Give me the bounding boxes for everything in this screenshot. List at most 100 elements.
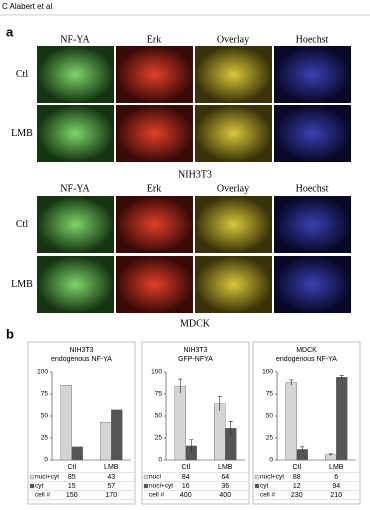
panel-label: b — [6, 326, 14, 341]
column-label: NF-YA — [60, 34, 90, 45]
micrograph — [116, 196, 193, 253]
table-cell: 64 — [221, 474, 229, 481]
y-tick-label: 100 — [37, 369, 48, 376]
bar — [60, 385, 72, 461]
micrograph — [195, 46, 272, 103]
chart-subtitle: endogenous NF-YA — [276, 356, 337, 363]
chart-subtitle: endogenous NF-YA — [51, 356, 112, 363]
x-tick-label: LMB — [329, 464, 344, 471]
table-cell: 85 — [68, 474, 76, 481]
running-header: C Alabert et al — [2, 2, 52, 11]
micrograph — [195, 256, 272, 313]
micrograph — [274, 105, 351, 162]
chart-title: MDCK — [296, 347, 317, 354]
table-cell: 12 — [293, 483, 301, 490]
row-label: Ctl — [16, 69, 28, 80]
chart-frame — [141, 341, 250, 505]
y-tick-label: 75 — [155, 391, 163, 398]
column-label: Overlay — [217, 183, 249, 194]
table-row-label: cell # — [260, 492, 276, 499]
micrograph — [37, 46, 114, 103]
error-bar — [339, 375, 344, 380]
table-cell: 230 — [291, 492, 303, 499]
error-bar — [228, 420, 233, 436]
column-label: Erk — [147, 34, 161, 45]
x-tick-label: LMB — [104, 464, 119, 471]
chart-title: NIH3T3 — [69, 347, 93, 354]
cell-line-caption: MDCK — [180, 318, 211, 329]
legend-label: nucl+cyt — [149, 483, 173, 490]
table-row-label: cell # — [35, 492, 51, 499]
column-label: Hoechst — [296, 34, 329, 45]
chart-title: NIH3T3 — [183, 347, 207, 354]
legend-swatch — [29, 474, 35, 480]
table-row-label: cell # — [149, 492, 165, 499]
x-tick-label: Ctl — [67, 464, 76, 471]
x-tick-label: Ctl — [181, 464, 190, 471]
table-cell: 6 — [334, 474, 338, 481]
y-tick-label: 75 — [41, 391, 49, 398]
column-label: Erk — [147, 183, 161, 194]
table-cell: 150 — [66, 492, 78, 499]
bar — [111, 409, 123, 461]
cell-line-caption: NIH3T3 — [178, 169, 212, 180]
micrograph — [37, 105, 114, 162]
legend-swatch — [254, 474, 260, 480]
chart-subtitle: GFP-NFYA — [178, 356, 213, 363]
micrograph — [274, 256, 351, 313]
row-label: Ctl — [16, 219, 28, 230]
y-tick-label: 50 — [155, 413, 163, 420]
micrograph — [195, 196, 272, 253]
chart-frame — [27, 341, 136, 505]
error-bar — [189, 439, 194, 453]
legend-label: nucl — [149, 474, 161, 481]
y-tick-label: 50 — [41, 413, 49, 420]
bar — [285, 382, 297, 461]
x-tick-label: Ctl — [292, 464, 301, 471]
table-cell: 88 — [293, 474, 301, 481]
y-tick-label: 100 — [262, 369, 273, 376]
bar — [214, 403, 226, 461]
bar — [71, 446, 83, 461]
table-cell: 400 — [180, 492, 192, 499]
x-tick-label: LMB — [218, 464, 233, 471]
error-bar — [178, 378, 183, 394]
table-cell: 36 — [221, 483, 229, 490]
table-cell: 57 — [107, 483, 115, 490]
column-label: Overlay — [217, 34, 249, 45]
y-tick-label: 50 — [266, 413, 274, 420]
legend-swatch — [143, 483, 149, 489]
error-bar — [289, 379, 294, 386]
y-tick-label: 25 — [155, 435, 163, 442]
table-cell: 84 — [182, 474, 190, 481]
panel-label: a — [6, 24, 14, 39]
y-tick-label: 25 — [41, 435, 49, 442]
error-bar — [300, 446, 305, 453]
legend-label: nucl+cyt — [35, 474, 59, 481]
y-tick-label: 0 — [44, 457, 48, 464]
chart-frame — [252, 341, 361, 505]
row-label: LMB — [11, 128, 33, 139]
bar — [174, 385, 186, 461]
legend-swatch — [143, 474, 149, 480]
table-cell: 170 — [105, 492, 117, 499]
table-cell: 210 — [330, 492, 342, 499]
micrograph — [37, 196, 114, 253]
micrograph — [195, 105, 272, 162]
column-label: Hoechst — [296, 183, 329, 194]
micrograph — [116, 46, 193, 103]
table-cell: 43 — [107, 474, 115, 481]
column-label: NF-YA — [60, 183, 90, 194]
micrograph — [116, 105, 193, 162]
legend-label: nucl+cyt — [260, 474, 284, 481]
y-tick-label: 0 — [158, 457, 162, 464]
micrograph — [116, 256, 193, 313]
micrograph — [274, 46, 351, 103]
micrograph — [37, 256, 114, 313]
table-cell: 16 — [182, 483, 190, 490]
error-bar — [328, 453, 333, 456]
table-cell: 400 — [219, 492, 231, 499]
y-tick-label: 100 — [151, 369, 162, 376]
